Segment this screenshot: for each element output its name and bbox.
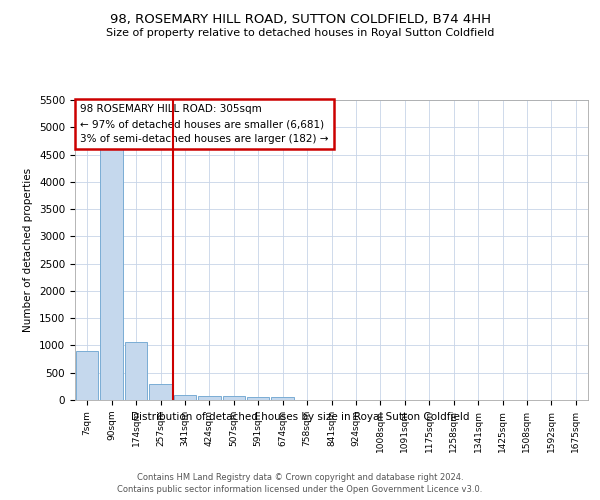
Bar [100, 149, 123, 400]
Bar [173, 394, 196, 400]
Text: Distribution of detached houses by size in Royal Sutton Coldfield: Distribution of detached houses by size … [131, 412, 469, 422]
Bar [149, 384, 172, 400]
Bar [76, 351, 98, 400]
Text: 98 ROSEMARY HILL ROAD: 305sqm
← 97% of detached houses are smaller (6,681)
3% of: 98 ROSEMARY HILL ROAD: 305sqm ← 97% of d… [80, 104, 329, 144]
Bar [271, 398, 294, 400]
Y-axis label: Number of detached properties: Number of detached properties [23, 168, 34, 332]
Text: 98, ROSEMARY HILL ROAD, SUTTON COLDFIELD, B74 4HH: 98, ROSEMARY HILL ROAD, SUTTON COLDFIELD… [110, 12, 491, 26]
Bar [125, 342, 148, 400]
Text: Contains HM Land Registry data © Crown copyright and database right 2024.: Contains HM Land Registry data © Crown c… [137, 472, 463, 482]
Bar [223, 396, 245, 400]
Bar [247, 398, 269, 400]
Text: Contains public sector information licensed under the Open Government Licence v3: Contains public sector information licen… [118, 485, 482, 494]
Text: Size of property relative to detached houses in Royal Sutton Coldfield: Size of property relative to detached ho… [106, 28, 494, 38]
Bar [198, 396, 221, 400]
